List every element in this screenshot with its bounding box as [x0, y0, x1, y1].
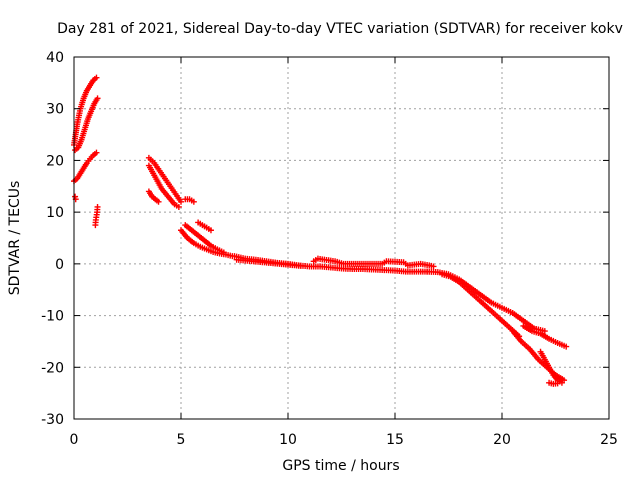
data-marks: [71, 74, 570, 387]
series-arc-1d: [72, 193, 79, 203]
x-tick-label: 20: [493, 432, 511, 448]
series-arc-4b: [233, 256, 304, 269]
series-arc-5c: [520, 322, 570, 350]
series-arc-2a: [145, 154, 184, 205]
series-arc-1e: [92, 203, 101, 229]
series-arc-1b: [72, 95, 101, 154]
series-arc-2c: [145, 188, 162, 205]
data-point: [297, 262, 304, 269]
data-point: [175, 203, 182, 210]
series-arc-2b: [145, 162, 182, 210]
data-point: [190, 198, 197, 205]
y-tick-label: -20: [41, 360, 64, 376]
y-axis-label: SDTVAR / TECUs: [7, 181, 23, 296]
x-tick-label: 0: [70, 432, 79, 448]
series-arc-3c: [195, 219, 214, 234]
series-arc-6c: [546, 379, 561, 387]
data-point: [430, 263, 437, 270]
data-point: [155, 198, 162, 205]
x-tick-label: 25: [600, 432, 618, 448]
y-tick-label: 10: [46, 205, 64, 221]
series-arc-5a: [424, 268, 548, 335]
y-tick-label: -30: [41, 412, 64, 428]
x-tick-label: 15: [386, 432, 404, 448]
series-arc-2d: [182, 196, 197, 205]
series-arc-1c: [71, 149, 100, 185]
data-point: [220, 249, 227, 256]
series-arc-3b: [182, 222, 227, 256]
y-tick-label: 40: [46, 50, 64, 66]
grid: [74, 57, 609, 419]
data-point: [207, 227, 214, 234]
series-arc-4c: [310, 255, 437, 270]
data-point: [94, 203, 101, 210]
series-arc-6b: [537, 348, 565, 386]
y-tick-label: 0: [55, 257, 64, 273]
series-arc-6: [509, 328, 568, 384]
data-point: [554, 380, 561, 387]
plot-frame: [73, 56, 610, 420]
chart-title: Day 281 of 2021, Sidereal Day-to-day VTE…: [57, 21, 623, 37]
axis-ticks: 0 5 10 15 20 25 -30 -20 -10 0 10 20 30 40: [41, 50, 618, 448]
x-tick-label: 10: [279, 432, 297, 448]
data-point: [94, 95, 101, 102]
y-tick-label: 20: [46, 153, 64, 169]
data-point: [541, 328, 548, 335]
data-point: [178, 198, 184, 205]
y-tick-label: 30: [46, 102, 64, 118]
x-tick-label: 5: [177, 432, 186, 448]
x-axis-label: GPS time / hours: [282, 458, 399, 474]
y-tick-label: -10: [41, 309, 64, 325]
data-point: [93, 149, 100, 156]
data-point: [563, 343, 570, 350]
series-arc-5b: [439, 271, 523, 340]
series-arc-1a: [71, 74, 100, 148]
data-point: [93, 74, 100, 81]
